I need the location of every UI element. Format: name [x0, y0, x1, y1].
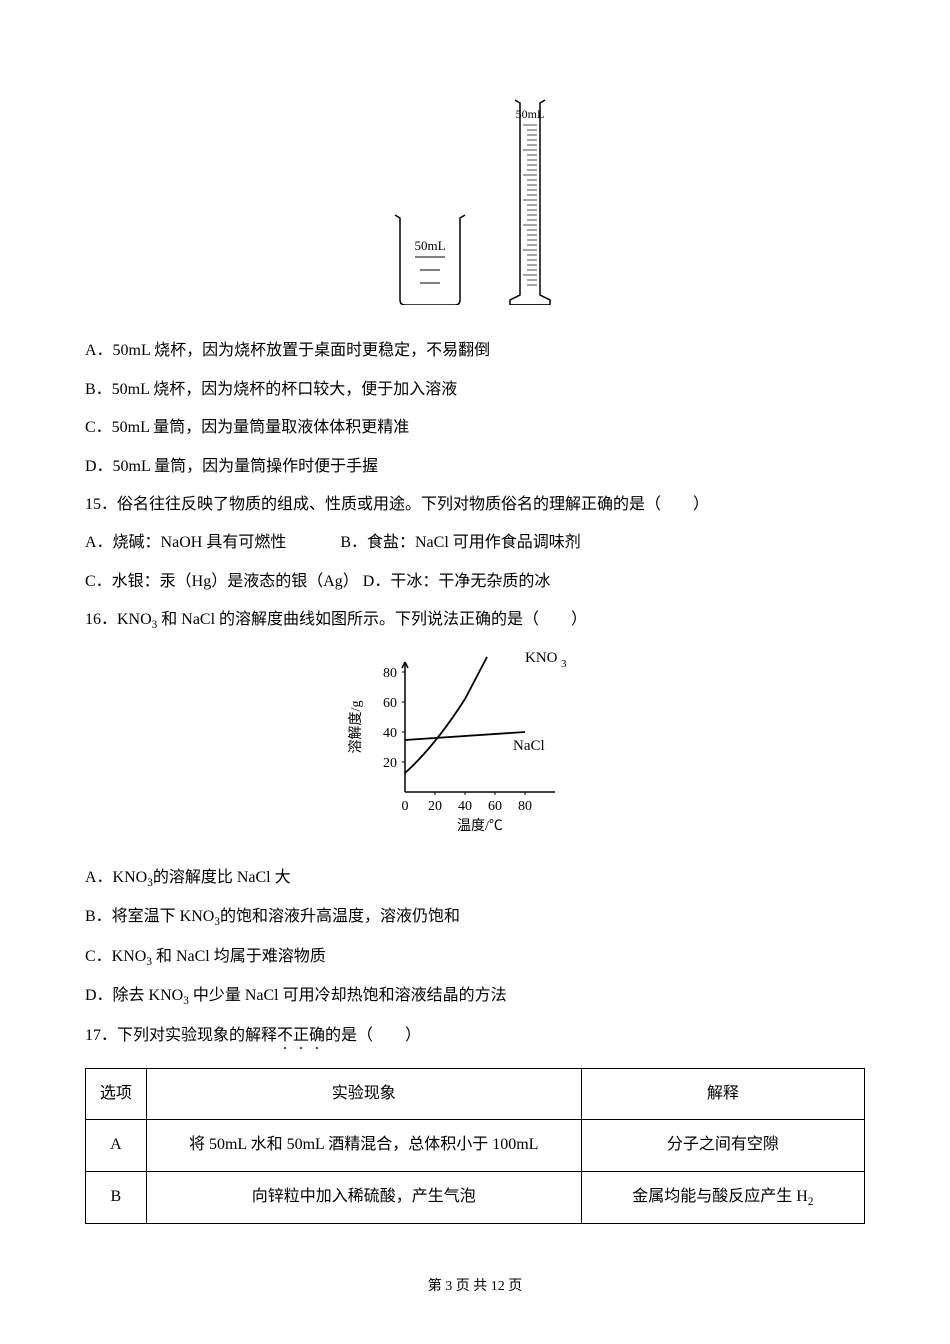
page-footer: 第 3 页 共 12 页 [85, 1274, 865, 1301]
beaker-cylinder-figure: 50mL 50mL [85, 95, 865, 316]
solubility-chart: 20 40 60 80 0 20 40 60 80 溶解度/g 温度/℃ KNO… [85, 647, 865, 848]
q16-c-sub: 3 [146, 956, 152, 968]
q16-option-a: A．KNO3的溶解度比 NaCl 大 [85, 863, 865, 894]
svg-text:40: 40 [383, 726, 397, 741]
beaker-label: 50mL [414, 238, 445, 253]
row-b-exp-prefix: 金属均能与酸反应产生 H [632, 1188, 808, 1205]
svg-text:20: 20 [428, 799, 442, 814]
svg-text:60: 60 [488, 799, 502, 814]
solubility-svg: 20 40 60 80 0 20 40 60 80 溶解度/g 温度/℃ KNO… [335, 647, 615, 837]
q17-prefix: 17．下列对实验现象的解释 [85, 1027, 277, 1044]
header-explanation: 解释 [581, 1068, 864, 1119]
q15-options-cd: C．水银：汞（Hg）是液态的银（Ag） D．干冰：干净无杂质的冰 [85, 567, 865, 597]
q16-prefix: 16．KNO [85, 611, 152, 628]
svg-text:3: 3 [561, 658, 567, 670]
q16-text: 16．KNO3 和 NaCl 的溶解度曲线如图所示。下列说法正确的是（ ） [85, 605, 865, 636]
q17-table: 选项 实验现象 解释 A 将 50mL 水和 50mL 酒精混合，总体积小于 1… [85, 1068, 865, 1224]
q15-option-c: C．水银：汞（Hg）是液态的银（Ag） [85, 573, 359, 590]
svg-text:溶解度/g: 溶解度/g [348, 700, 364, 753]
q16-a-prefix: A．KNO [85, 869, 147, 886]
q15-options-ab: A．烧碱：NaOH 具有可燃性 B．食盐：NaCl 可用作食品调味剂 [85, 528, 865, 558]
svg-text:40: 40 [458, 799, 472, 814]
row-b-exp-sub: 2 [808, 1196, 814, 1208]
row-b-explanation: 金属均能与酸反应产生 H2 [581, 1171, 864, 1223]
q14-option-d: D．50mL 量筒，因为量筒操作时便于手握 [85, 452, 865, 482]
svg-text:80: 80 [383, 666, 397, 681]
header-option: 选项 [86, 1068, 147, 1119]
table-row: B 向锌粒中加入稀硫酸，产生气泡 金属均能与酸反应产生 H2 [86, 1171, 865, 1223]
q16-sub: 3 [152, 619, 158, 631]
svg-text:KNO: KNO [525, 650, 558, 666]
q17-text: 17．下列对实验现象的解释不正确的是（ ） [85, 1021, 865, 1053]
q16-d-sub: 3 [183, 996, 189, 1008]
q16-c-suffix: 和 NaCl 均属于难溶物质 [156, 948, 326, 965]
svg-text:60: 60 [383, 696, 397, 711]
q16-d-suffix: 中少量 NaCl 可用冷却热饱和溶液结晶的方法 [193, 987, 507, 1004]
q15-text: 15．俗名往往反映了物质的组成、性质或用途。下列对物质俗名的理解正确的是（ ） [85, 490, 865, 520]
row-a-option: A [86, 1120, 147, 1171]
row-b-option: B [86, 1171, 147, 1223]
q15-option-a: A．烧碱：NaOH 具有可燃性 [85, 534, 286, 551]
q14-option-b: B．50mL 烧杯，因为烧杯的杯口较大，便于加入溶液 [85, 375, 865, 405]
glassware-svg: 50mL 50mL [375, 95, 575, 305]
footer-mid: 页 共 [452, 1279, 491, 1294]
q17-suffix: 的是（ ） [325, 1027, 421, 1044]
q16-b-suffix: 的饱和溶液升高温度，溶液仍饱和 [220, 908, 460, 925]
cylinder-label: 50mL [516, 107, 545, 121]
q16-a-suffix: 的溶解度比 NaCl 大 [153, 869, 291, 886]
footer-total: 12 [491, 1279, 505, 1294]
q17-emphasis: 不正确 [277, 1027, 325, 1044]
q16-option-d: D．除去 KNO3 中少量 NaCl 可用冷却热饱和溶液结晶的方法 [85, 981, 865, 1012]
row-a-phenomenon: 将 50mL 水和 50mL 酒精混合，总体积小于 100mL [146, 1120, 581, 1171]
q15-option-d: D．干冰：干净无杂质的冰 [363, 573, 551, 590]
q16-d-prefix: D．除去 KNO [85, 987, 183, 1004]
svg-text:温度/℃: 温度/℃ [457, 818, 503, 834]
row-a-explanation: 分子之间有空隙 [581, 1120, 864, 1171]
q14-option-a: A．50mL 烧杯，因为烧杯放置于桌面时更稳定，不易翻倒 [85, 336, 865, 366]
q16-c-prefix: C．KNO [85, 948, 146, 965]
table-header-row: 选项 实验现象 解释 [86, 1068, 865, 1119]
svg-text:80: 80 [518, 799, 532, 814]
svg-text:NaCl: NaCl [513, 738, 545, 754]
footer-suffix: 页 [505, 1279, 523, 1294]
svg-text:0: 0 [402, 799, 409, 814]
q16-option-c: C．KNO3 和 NaCl 均属于难溶物质 [85, 942, 865, 973]
q16-b-prefix: B．将室温下 KNO [85, 908, 214, 925]
q14-option-c: C．50mL 量筒，因为量筒量取液体体积更精准 [85, 413, 865, 443]
q16-option-b: B．将室温下 KNO3的饱和溶液升高温度，溶液仍饱和 [85, 902, 865, 933]
footer-prefix: 第 [428, 1279, 446, 1294]
header-phenomenon: 实验现象 [146, 1068, 581, 1119]
table-row: A 将 50mL 水和 50mL 酒精混合，总体积小于 100mL 分子之间有空… [86, 1120, 865, 1171]
row-b-phenomenon: 向锌粒中加入稀硫酸，产生气泡 [146, 1171, 581, 1223]
svg-text:20: 20 [383, 756, 397, 771]
q16-mid: 和 NaCl 的溶解度曲线如图所示。下列说法正确的是（ ） [161, 611, 587, 628]
q15-option-b: B．食盐：NaCl 可用作食品调味剂 [340, 534, 580, 551]
